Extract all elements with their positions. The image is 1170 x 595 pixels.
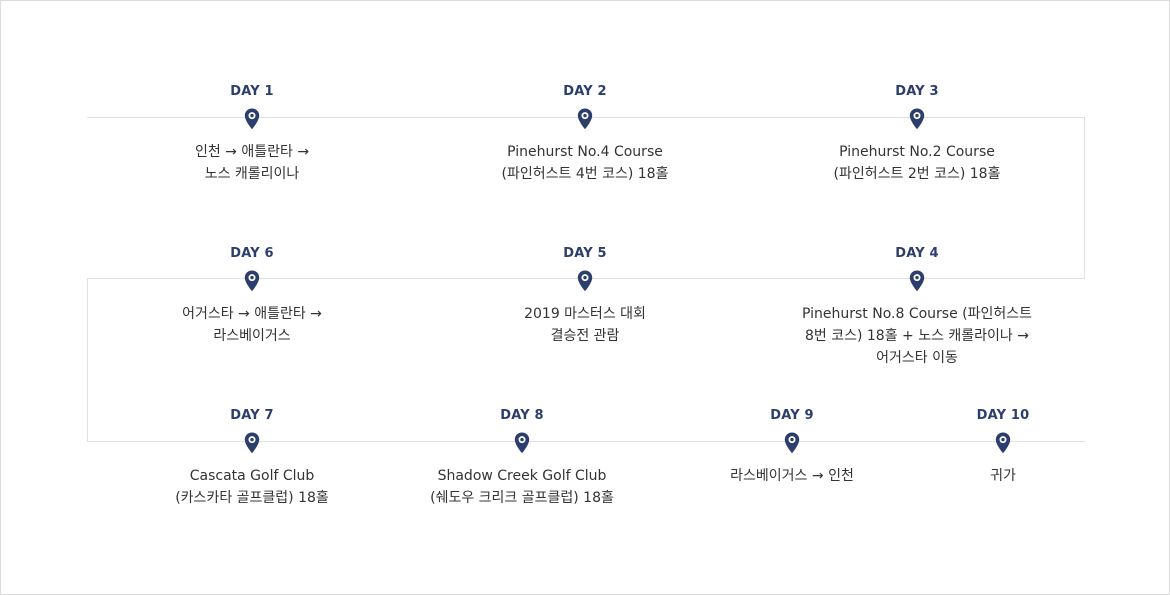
day-8: DAY 8 Shadow Creek Golf Club (쉐도우 크리크 골프… — [392, 408, 652, 509]
desc-line: 어거스타 이동 — [876, 350, 958, 366]
day-6: DAY 6 어거스타 → 애틀란타 → 라스베이거스 — [122, 246, 382, 347]
day-label: DAY 2 — [563, 84, 607, 99]
desc-line: 어거스타 → 애틀란타 → — [182, 306, 322, 322]
desc-line: 노스 캐롤리이나 — [204, 166, 300, 182]
day-label: DAY 10 — [976, 408, 1030, 423]
desc-line: Pinehurst No.4 Course — [507, 144, 663, 160]
day-description: Shadow Creek Golf Club (쉐도우 크리크 골프클럽) 18… — [430, 465, 614, 509]
day-label: DAY 1 — [230, 84, 274, 99]
day-label: DAY 4 — [895, 246, 939, 261]
day-description: Pinehurst No.4 Course (파인허스트 4번 코스) 18홀 — [502, 141, 669, 185]
day-4: DAY 4 Pinehurst No.8 Course (파인허스트 8번 코스… — [762, 246, 1072, 369]
day-label: DAY 5 — [563, 246, 607, 261]
day-3: DAY 3 Pinehurst No.2 Course (파인허스트 2번 코스… — [787, 84, 1047, 185]
timeline-row-3 — [87, 441, 1085, 442]
desc-line: 2019 마스터스 대회 — [524, 306, 646, 322]
desc-line: Pinehurst No.8 Course (파인허스트 — [801, 306, 1033, 322]
day-1: DAY 1 인천 → 애틀란타 → 노스 캐롤리이나 — [122, 84, 382, 185]
desc-line: 라스베이거스 — [213, 328, 291, 344]
day-description: Pinehurst No.8 Course (파인허스트 8번 코스) 18홀 … — [802, 303, 1032, 369]
desc-line: 8번 코스) 18홀 + 노스 캐롤라이나 → — [804, 328, 1029, 344]
day-description: Pinehurst No.2 Course (파인허스트 2번 코스) 18홀 — [834, 141, 1001, 185]
map-pin-icon — [909, 270, 925, 292]
map-pin-icon — [244, 108, 260, 130]
day-2: DAY 2 Pinehurst No.4 Course (파인허스트 4번 코스… — [455, 84, 715, 185]
desc-line: (파인허스트 2번 코스) 18홀 — [833, 166, 1001, 182]
desc-line: Cascata Golf Club — [189, 468, 315, 484]
timeline-connector-right — [1084, 117, 1085, 279]
map-pin-icon — [909, 108, 925, 130]
day-description: Cascata Golf Club (카스카타 골프클럽) 18홀 — [175, 465, 329, 509]
day-description: 귀가 — [990, 465, 1016, 487]
day-10: DAY 10 귀가 — [913, 408, 1093, 487]
desc-line: 결승전 관람 — [550, 328, 620, 344]
desc-line: Pinehurst No.2 Course — [839, 144, 995, 160]
day-5: DAY 5 2019 마스터스 대회 결승전 관람 — [455, 246, 715, 347]
day-description: 인천 → 애틀란타 → 노스 캐롤리이나 — [195, 141, 309, 185]
day-label: DAY 3 — [895, 84, 939, 99]
desc-line: (파인허스트 4번 코스) 18홀 — [501, 166, 669, 182]
day-label: DAY 8 — [500, 408, 544, 423]
day-description: 어거스타 → 애틀란타 → 라스베이거스 — [182, 303, 322, 347]
map-pin-icon — [995, 432, 1011, 454]
day-label: DAY 6 — [230, 246, 274, 261]
map-pin-icon — [577, 108, 593, 130]
map-pin-icon — [514, 432, 530, 454]
timeline-connector-left — [87, 278, 88, 442]
map-pin-icon — [244, 432, 260, 454]
desc-line: Shadow Creek Golf Club — [437, 468, 607, 484]
day-label: DAY 7 — [230, 408, 274, 423]
day-label: DAY 9 — [770, 408, 814, 423]
desc-line: 라스베이거스 → 인천 — [730, 468, 854, 484]
day-9: DAY 9 라스베이거스 → 인천 — [662, 408, 922, 487]
desc-line: (쉐도우 크리크 골프클럽) 18홀 — [430, 490, 614, 506]
desc-line: 인천 → 애틀란타 → — [194, 144, 310, 160]
day-7: DAY 7 Cascata Golf Club (카스카타 골프클럽) 18홀 — [122, 408, 382, 509]
map-pin-icon — [784, 432, 800, 454]
desc-line: (카스카타 골프클럽) 18홀 — [175, 490, 329, 506]
day-description: 라스베이거스 → 인천 — [730, 465, 854, 487]
map-pin-icon — [577, 270, 593, 292]
desc-line: 귀가 — [990, 468, 1016, 484]
map-pin-icon — [244, 270, 260, 292]
day-description: 2019 마스터스 대회 결승전 관람 — [524, 303, 646, 347]
